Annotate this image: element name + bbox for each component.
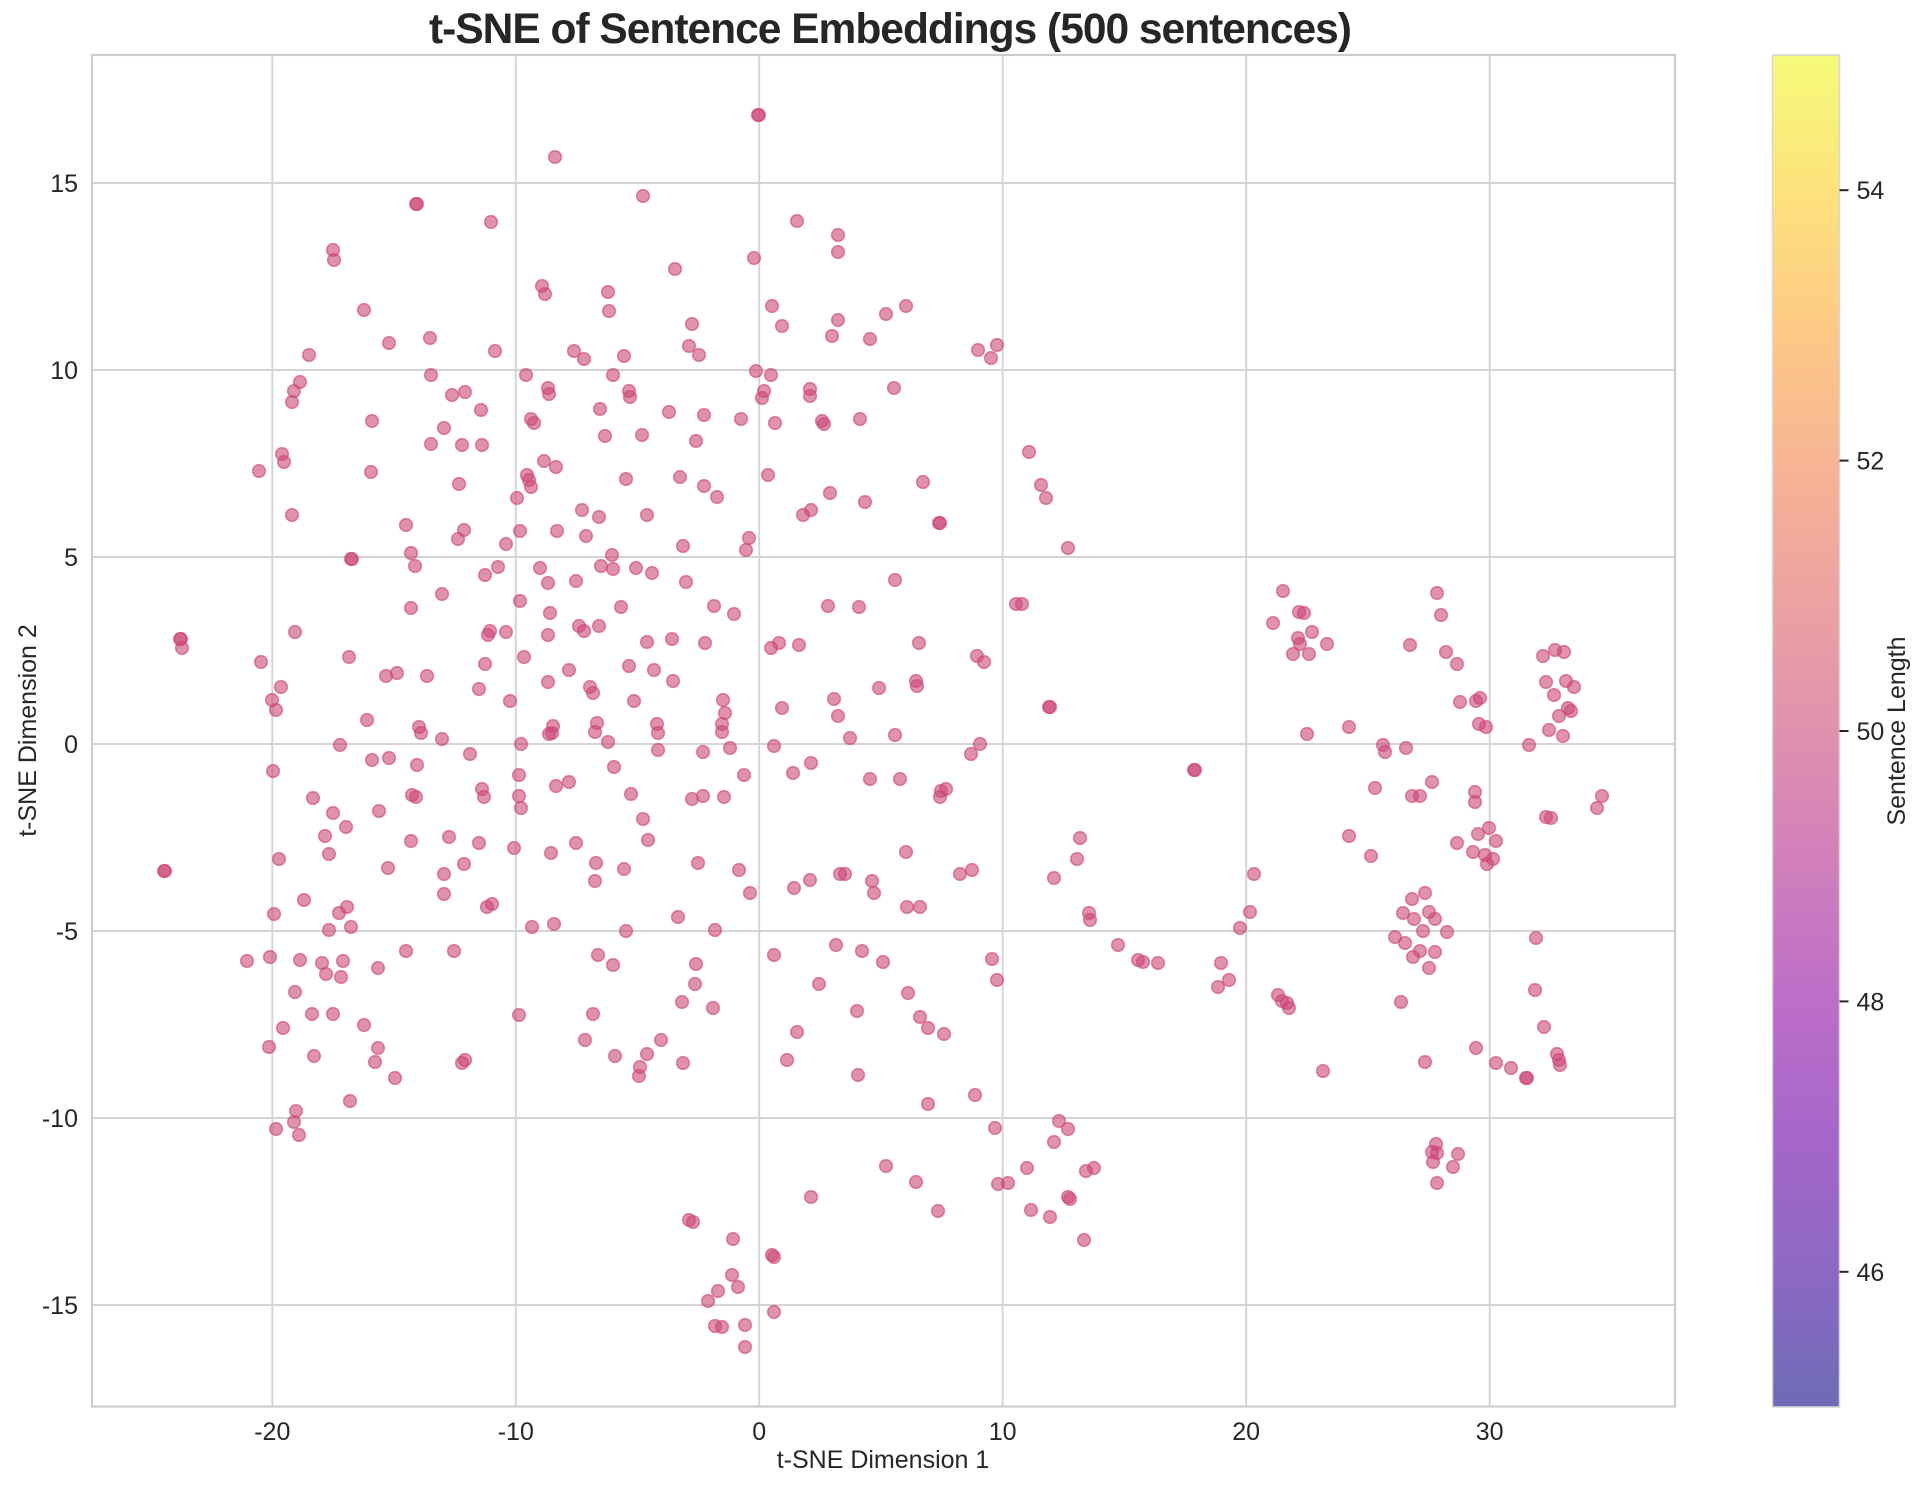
svg-text:10: 10: [989, 1418, 1017, 1446]
svg-text:54: 54: [1857, 177, 1885, 205]
svg-text:-10: -10: [498, 1418, 534, 1446]
svg-text:50: 50: [1857, 718, 1885, 746]
svg-text:-20: -20: [254, 1418, 290, 1446]
svg-text:0: 0: [752, 1418, 766, 1446]
svg-text:46: 46: [1857, 1259, 1885, 1287]
svg-text:-5: -5: [56, 918, 78, 946]
svg-text:48: 48: [1857, 988, 1885, 1016]
svg-text:10: 10: [50, 357, 78, 385]
svg-text:20: 20: [1232, 1418, 1260, 1446]
svg-text:15: 15: [50, 170, 78, 198]
svg-text:t-SNE Dimension 2: t-SNE Dimension 2: [14, 624, 42, 837]
svg-text:Sentence Length: Sentence Length: [1883, 636, 1911, 825]
svg-text:30: 30: [1476, 1418, 1504, 1446]
svg-text:5: 5: [64, 544, 78, 572]
svg-text:0: 0: [64, 731, 78, 759]
svg-text:52: 52: [1857, 448, 1885, 476]
svg-text:t-SNE of Sentence Embeddings (: t-SNE of Sentence Embeddings (500 senten…: [429, 6, 1351, 53]
svg-text:-10: -10: [42, 1105, 78, 1133]
svg-text:t-SNE Dimension 1: t-SNE Dimension 1: [777, 1446, 990, 1474]
svg-text:-15: -15: [42, 1292, 78, 1320]
